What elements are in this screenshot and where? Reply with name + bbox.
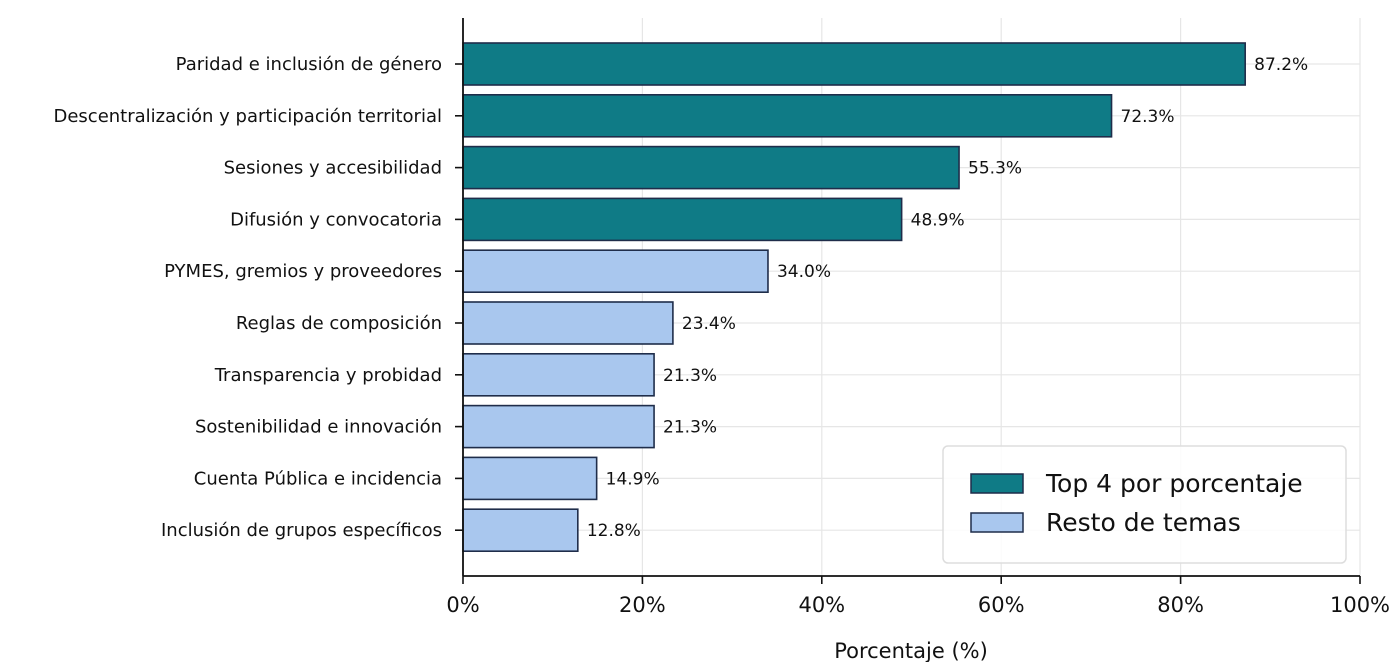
bar	[462, 456, 598, 501]
bar	[462, 94, 1113, 138]
labels: 0% 20% 40% 60% 80% 100% 87.2% Paridad e inclusi…	[53, 54, 1390, 617]
y-tick-label: Paridad e inclusión de género	[176, 54, 442, 75]
bar-value-label: 23.4%	[682, 314, 736, 334]
y-tick-label: Transparencia y probidad	[214, 365, 442, 386]
bar-value-label: 55.3%	[968, 159, 1022, 179]
legend-box	[942, 445, 1347, 564]
bar-value-label: 87.2%	[1254, 55, 1308, 75]
bar	[462, 404, 655, 449]
bar	[462, 352, 655, 397]
legend: Top 4 por porcentaje Resto de temas	[942, 445, 1347, 564]
bar-value-label: 21.3%	[663, 366, 717, 386]
bar	[462, 249, 769, 293]
y-tick-label: Descentralización y participación territ…	[53, 106, 442, 127]
y-tick-label: Difusión y convocatoria	[230, 209, 442, 230]
x-tick-label: 100%	[1330, 593, 1390, 617]
x-tick-label: 40%	[798, 593, 845, 617]
bar	[462, 145, 960, 190]
bar-value-label: 21.3%	[663, 418, 717, 438]
bar	[462, 301, 674, 345]
bar-value-label: 14.9%	[606, 469, 660, 489]
y-tick-label: Sostenibilidad e innovación	[195, 417, 442, 438]
x-tick-label: 20%	[619, 593, 666, 617]
legend-label-rest: Resto de temas	[1046, 508, 1241, 537]
y-tick-label: Reglas de composición	[236, 313, 442, 334]
axes	[455, 18, 1361, 584]
bar-value-label: 34.0%	[777, 262, 831, 282]
bar-value-label: 72.3%	[1121, 107, 1175, 127]
x-tick-label: 80%	[1157, 593, 1204, 617]
legend-swatch-top	[970, 473, 1024, 494]
bars	[462, 42, 1246, 553]
x-tick-label: 60%	[978, 593, 1025, 617]
y-tick-label: PYMES, gremios y proveedores	[164, 261, 442, 282]
bar-value-label: 12.8%	[587, 521, 641, 541]
y-tick-label: Cuenta Pública e incidencia	[194, 468, 442, 489]
y-tick-label: Sesiones y accesibilidad	[224, 158, 442, 179]
bar	[462, 42, 1246, 86]
x-tick-label: 0%	[446, 593, 479, 617]
y-tick-label: Inclusión de grupos específicos	[161, 520, 442, 541]
legend-swatch-rest	[970, 512, 1024, 533]
x-axis-title: Porcentaje (%)	[834, 639, 988, 662]
legend-label-top: Top 4 por porcentaje	[1045, 469, 1303, 498]
bar-value-label: 48.9%	[911, 210, 965, 230]
bar	[462, 197, 903, 242]
bar	[462, 508, 579, 553]
